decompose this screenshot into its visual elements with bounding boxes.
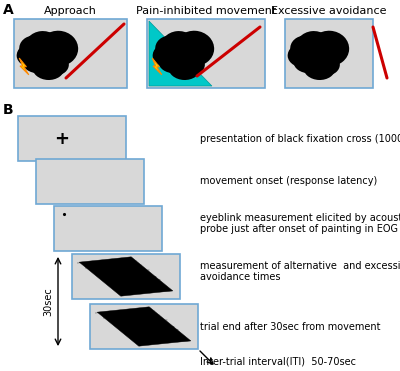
Ellipse shape xyxy=(178,38,205,64)
Ellipse shape xyxy=(17,42,51,68)
Polygon shape xyxy=(149,21,212,86)
Ellipse shape xyxy=(34,33,61,62)
Ellipse shape xyxy=(155,36,188,62)
Polygon shape xyxy=(152,58,162,75)
Ellipse shape xyxy=(310,31,349,66)
Ellipse shape xyxy=(176,46,202,73)
Bar xyxy=(72,254,180,299)
Ellipse shape xyxy=(24,31,60,64)
Text: measurement of alternative  and excessive
avoidance times: measurement of alternative and excessive… xyxy=(200,261,400,282)
Ellipse shape xyxy=(174,31,214,66)
Ellipse shape xyxy=(42,38,69,64)
Ellipse shape xyxy=(38,31,78,66)
Bar xyxy=(36,159,144,204)
Ellipse shape xyxy=(288,42,322,68)
Ellipse shape xyxy=(170,33,197,62)
Text: eyeblink measurement elicited by acoustic
probe just after onset of painting in : eyeblink measurement elicited by acousti… xyxy=(200,213,400,234)
Ellipse shape xyxy=(315,54,340,75)
Ellipse shape xyxy=(30,42,57,67)
Polygon shape xyxy=(19,58,29,75)
Ellipse shape xyxy=(301,42,328,67)
Ellipse shape xyxy=(40,46,66,73)
Ellipse shape xyxy=(303,55,336,80)
Ellipse shape xyxy=(22,51,54,73)
Ellipse shape xyxy=(160,31,196,64)
Text: trial end after 30sec from movement: trial end after 30sec from movement xyxy=(200,322,380,332)
Bar xyxy=(14,19,127,88)
Bar xyxy=(54,206,162,251)
Ellipse shape xyxy=(166,42,193,67)
Ellipse shape xyxy=(290,36,322,62)
Bar xyxy=(90,304,198,349)
Ellipse shape xyxy=(168,55,200,80)
Bar xyxy=(285,19,373,88)
Text: presentation of black fixation cross (1000msec): presentation of black fixation cross (10… xyxy=(200,134,400,144)
Text: B: B xyxy=(3,103,14,117)
Polygon shape xyxy=(79,257,173,296)
Ellipse shape xyxy=(153,42,187,68)
Text: Approach: Approach xyxy=(44,6,97,16)
Text: movement onset (response latency): movement onset (response latency) xyxy=(200,177,377,187)
Ellipse shape xyxy=(180,54,205,75)
Ellipse shape xyxy=(305,33,332,62)
Text: A: A xyxy=(3,3,14,17)
Ellipse shape xyxy=(25,36,55,59)
Text: Pain-inhibited movement: Pain-inhibited movement xyxy=(136,6,276,16)
Ellipse shape xyxy=(295,31,332,64)
Ellipse shape xyxy=(158,51,190,73)
Ellipse shape xyxy=(312,46,337,73)
Ellipse shape xyxy=(296,36,326,59)
Text: Inter-trial interval(ITI)  50-70sec: Inter-trial interval(ITI) 50-70sec xyxy=(200,357,356,367)
Bar xyxy=(18,116,126,161)
Text: +: + xyxy=(54,129,69,148)
Ellipse shape xyxy=(19,36,52,62)
Ellipse shape xyxy=(294,51,325,73)
Text: 30sec: 30sec xyxy=(43,287,53,316)
Polygon shape xyxy=(97,307,191,346)
Ellipse shape xyxy=(32,55,64,80)
Ellipse shape xyxy=(313,38,340,64)
Ellipse shape xyxy=(161,36,191,59)
Bar xyxy=(147,19,265,88)
Ellipse shape xyxy=(44,54,69,75)
Text: Excessive avoidance: Excessive avoidance xyxy=(271,6,387,16)
